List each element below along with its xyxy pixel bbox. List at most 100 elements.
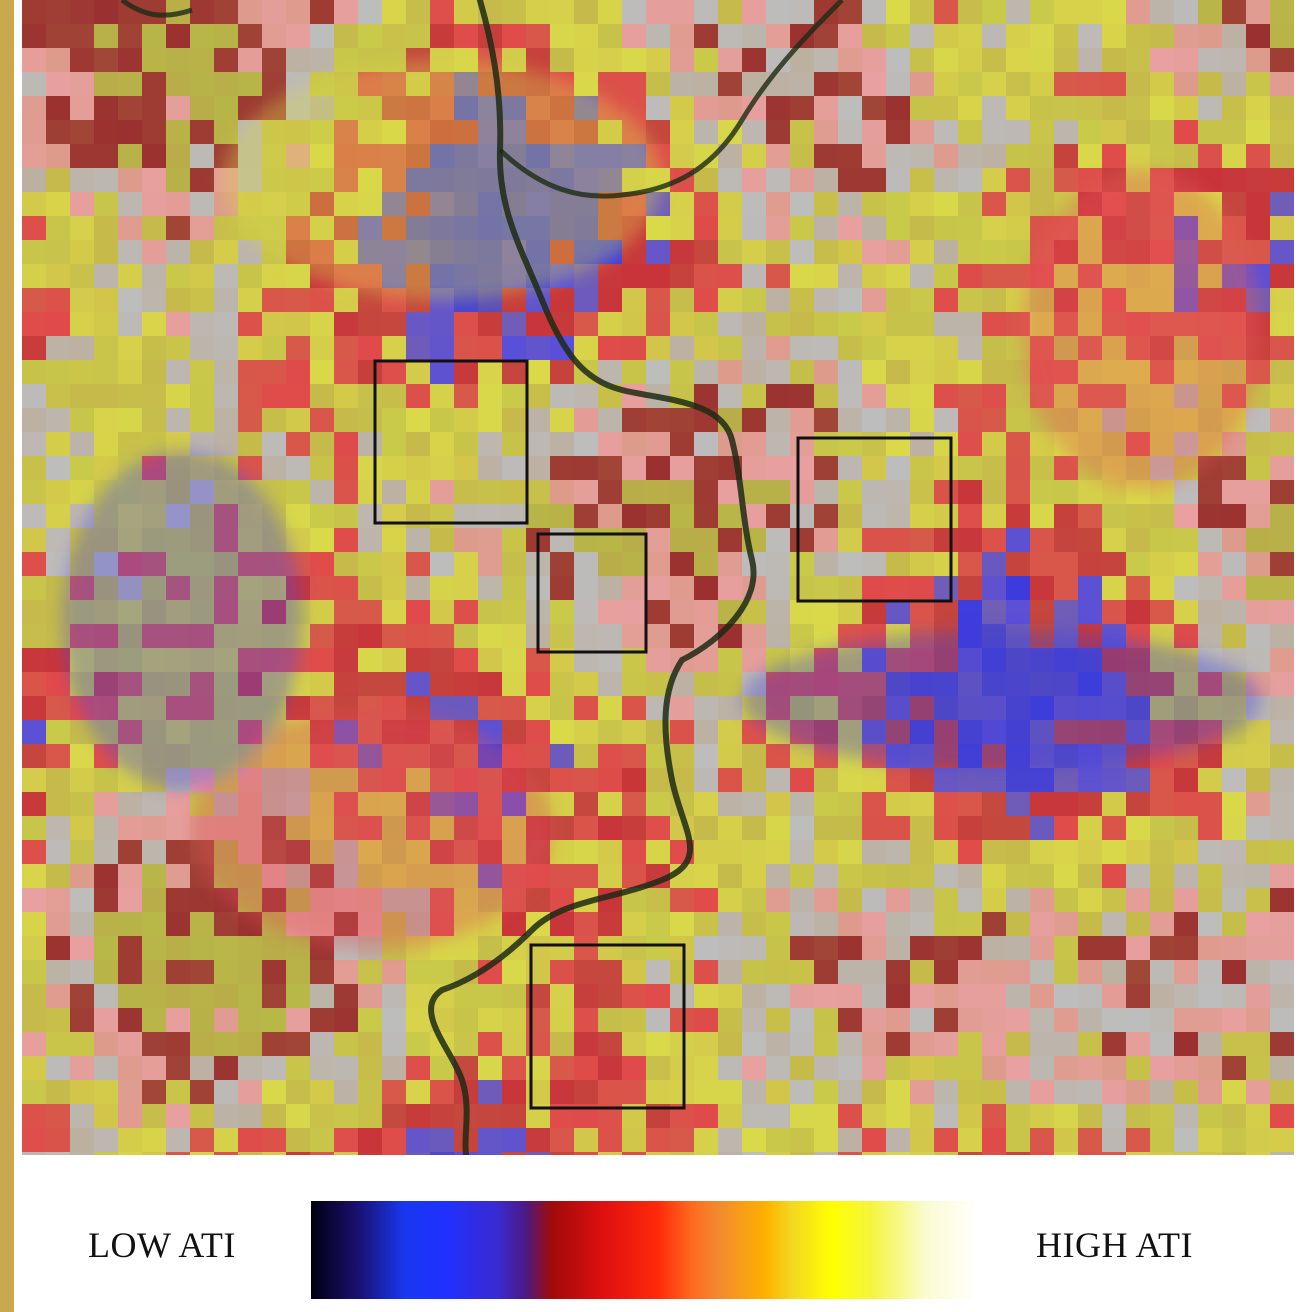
- ati-pixel: [166, 24, 190, 48]
- ati-pixel: [622, 1032, 646, 1056]
- ati-pixel: [94, 792, 118, 816]
- ati-pixel: [622, 960, 646, 984]
- ati-pixel: [718, 216, 742, 240]
- ati-pixel: [1006, 1104, 1030, 1128]
- ati-pixel: [46, 0, 70, 24]
- ati-pixel: [262, 0, 286, 24]
- ati-pixel: [454, 408, 478, 432]
- ati-pixel: [646, 216, 670, 240]
- ati-pixel: [118, 288, 142, 312]
- ati-pixel: [430, 360, 454, 384]
- ati-pixel: [1102, 768, 1126, 792]
- ati-pixel: [478, 672, 502, 696]
- ati-pixel: [46, 696, 70, 720]
- ati-pixel: [862, 24, 886, 48]
- ati-pixel: [406, 1032, 430, 1056]
- ati-pixel: [934, 816, 958, 840]
- ati-pixel: [982, 1128, 1006, 1152]
- ati-pixel: [1174, 960, 1198, 984]
- ati-pixel: [622, 600, 646, 624]
- ati-pixel: [910, 840, 934, 864]
- ati-pixel: [550, 696, 574, 720]
- ati-pixel: [646, 888, 670, 912]
- ati-pixel: [1030, 1032, 1054, 1056]
- ati-pixel: [1078, 1104, 1102, 1128]
- ati-pixel: [1126, 936, 1150, 960]
- ati-pixel: [694, 312, 718, 336]
- ati-pixel: [1222, 1152, 1246, 1155]
- ati-pixel: [958, 240, 982, 264]
- ati-pixel: [838, 1080, 862, 1104]
- ati-pixel: [718, 1056, 742, 1080]
- ati-pixel: [766, 984, 790, 1008]
- ati-pixel: [670, 336, 694, 360]
- ati-pixel: [1078, 1152, 1102, 1155]
- ati-pixel: [118, 792, 142, 816]
- ati-pixel: [118, 384, 142, 408]
- ati-pixel: [1198, 1128, 1222, 1152]
- ati-pixel: [790, 864, 814, 888]
- ati-pixel: [766, 312, 790, 336]
- river: [428, 0, 757, 1155]
- ati-pixel: [670, 624, 694, 648]
- ati-pixel: [814, 1104, 838, 1128]
- ati-pixel: [430, 336, 454, 360]
- ati-pixel: [574, 1152, 598, 1155]
- ati-pixel: [790, 96, 814, 120]
- ati-pixel: [430, 1080, 454, 1104]
- ati-pixel: [1270, 1008, 1294, 1032]
- ati-pixel: [550, 1008, 574, 1032]
- ati-pixel: [1030, 960, 1054, 984]
- ati-pixel: [430, 552, 454, 576]
- ati-pixel: [766, 456, 790, 480]
- ati-pixel: [598, 744, 622, 768]
- ati-pixel: [1030, 96, 1054, 120]
- ati-pixel: [958, 312, 982, 336]
- ati-pixel: [886, 384, 910, 408]
- ati-pixel: [766, 264, 790, 288]
- ati-pixel: [862, 312, 886, 336]
- ati-pixel: [910, 864, 934, 888]
- ati-pixel: [1102, 1008, 1126, 1032]
- ati-pixel: [814, 552, 838, 576]
- ati-pixel: [22, 144, 46, 168]
- ati-pixel: [814, 624, 838, 648]
- ati-pixel: [1078, 984, 1102, 1008]
- ati-pixel: [1006, 24, 1030, 48]
- ati-pixel: [214, 1080, 238, 1104]
- ati-pixel: [790, 216, 814, 240]
- ati-pixel: [166, 912, 190, 936]
- ati-pixel: [406, 624, 430, 648]
- ati-pixel: [94, 1032, 118, 1056]
- ati-pixel: [886, 24, 910, 48]
- ati-pixel: [1270, 48, 1294, 72]
- ati-pixel: [718, 552, 742, 576]
- ati-pixel: [310, 1152, 334, 1155]
- ati-pixel: [1198, 480, 1222, 504]
- ati-pixel: [358, 1008, 382, 1032]
- ati-pixel: [982, 432, 1006, 456]
- ati-pixel: [214, 360, 238, 384]
- ati-pixel: [1270, 912, 1294, 936]
- ati-pixel: [982, 792, 1006, 816]
- ati-pixel: [574, 720, 598, 744]
- ati-pixel: [46, 672, 70, 696]
- ati-pixel: [622, 1008, 646, 1032]
- ati-pixel: [1006, 1152, 1030, 1155]
- ati-pixel: [934, 264, 958, 288]
- ati-pixel: [910, 264, 934, 288]
- ati-pixel: [94, 312, 118, 336]
- ati-pixel: [838, 888, 862, 912]
- ati-pixel: [22, 912, 46, 936]
- ati-pixel: [742, 360, 766, 384]
- ati-pixel: [886, 0, 910, 24]
- ati-pixel: [526, 384, 550, 408]
- ati-pixel: [790, 912, 814, 936]
- ati-pixel: [694, 216, 718, 240]
- ati-pixel: [190, 240, 214, 264]
- ati-pixel: [310, 408, 334, 432]
- ati-pixel: [814, 1032, 838, 1056]
- ati-pixel: [550, 48, 574, 72]
- ati-pixel: [214, 336, 238, 360]
- ati-pixel: [1246, 840, 1270, 864]
